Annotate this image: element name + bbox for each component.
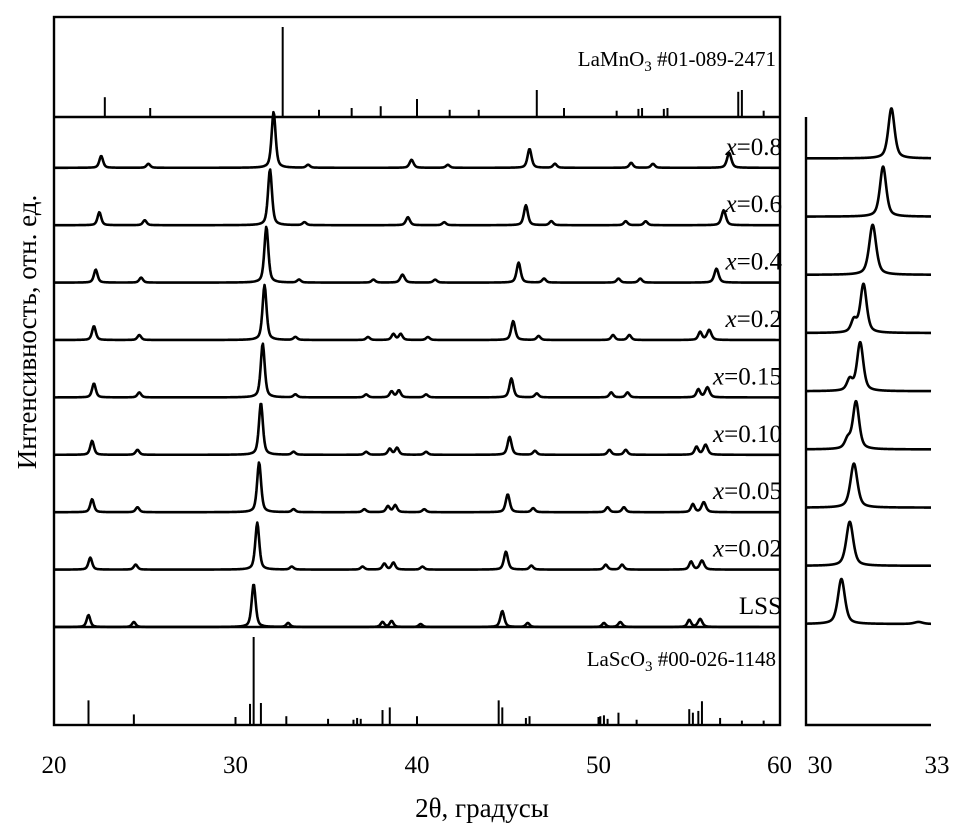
top-reference-label-subscript: 3 (644, 59, 652, 75)
series-label: LSS (739, 593, 782, 620)
x-ticks-inset: 30 33 (808, 752, 950, 779)
series-label-value: =0.8 (737, 134, 782, 161)
pattern-x=0.8 (53, 110, 781, 170)
diffraction-patterns-main (53, 110, 781, 629)
inset-x-tick-label: 30 (808, 752, 833, 779)
series-label: x=0.8 (725, 134, 782, 161)
x-tick-label: 20 (42, 752, 67, 779)
pattern-x=0.15 (53, 342, 781, 399)
series-label-value: =0.02 (724, 536, 782, 563)
series-label: x=0.2 (725, 306, 782, 333)
series-label: x=0.05 (712, 478, 782, 505)
inset-pattern-x=0.8 (804, 107, 933, 160)
inset-panel-frame (804, 117, 931, 727)
series-label-value: =0.15 (724, 363, 782, 390)
x-tick-label: 30 (223, 752, 248, 779)
y-axis-title: Интенсивность, отн. ед. (12, 195, 42, 470)
series-label-var: x (712, 421, 724, 448)
pattern-x=0.4 (53, 225, 781, 284)
inset-pattern-x=0.05 (804, 462, 933, 509)
series-label-var: x (725, 306, 737, 333)
top-reference-label: LaMnO3 #01-089-2471 (578, 47, 776, 75)
series-label-value: =0.2 (737, 306, 782, 333)
top-reference-label-card: #01-089-2471 (652, 47, 776, 71)
series-label-value: =0.10 (724, 421, 782, 448)
top-reference-label-formula: LaMnO (578, 47, 645, 71)
series-label-value: =0.05 (724, 478, 782, 505)
x-tick-label: 50 (586, 752, 611, 779)
inset-pattern-x=0.4 (804, 223, 933, 276)
x-tick-label: 40 (405, 752, 430, 779)
series-label: x=0.15 (712, 363, 782, 390)
x-tick-label: 60 (767, 752, 792, 779)
inset-x-tick-label: 33 (925, 752, 950, 779)
series-label: x=0.02 (712, 536, 782, 563)
main-panel-frame (52, 15, 782, 727)
series-label-value: LSS (739, 593, 782, 620)
inset-pattern-x=0.2 (804, 282, 933, 335)
series-label: x=0.10 (712, 421, 782, 448)
lasco3-reference-sticks (87, 637, 765, 725)
lamno3-reference-sticks (103, 27, 765, 117)
pattern-x=0.2 (53, 283, 781, 342)
pattern-x=0.02 (53, 521, 781, 571)
inset-pattern-x=0.6 (804, 165, 933, 218)
bottom-reference-label: LaScO3 #00-026-1148 (587, 647, 776, 675)
inset-pattern-LSS (804, 577, 933, 626)
pattern-x=0.10 (53, 402, 781, 457)
series-label: x=0.4 (725, 249, 783, 276)
series-label-var: x (725, 249, 737, 276)
inset-pattern-x=0.02 (804, 520, 933, 568)
series-label-var: x (712, 363, 724, 390)
series-label-var: x (725, 191, 737, 218)
diffraction-patterns-inset (804, 107, 933, 626)
inset-pattern-x=0.10 (804, 399, 933, 451)
bottom-reference-label-subscript: 3 (645, 659, 653, 675)
pattern-LSS (53, 583, 781, 629)
bottom-reference-label-formula: LaScO (587, 647, 645, 671)
bottom-reference-label-card: #00-026-1148 (653, 647, 776, 671)
series-label-var: x (712, 536, 724, 563)
x-ticks-main: 20 30 40 50 60 (42, 717, 792, 779)
pattern-x=0.6 (53, 168, 781, 227)
series-labels: LSSx=0.02x=0.05x=0.10x=0.15x=0.2x=0.4x=0… (712, 134, 782, 620)
series-label-var: x (712, 478, 724, 505)
series-label-var: x (725, 134, 737, 161)
pattern-x=0.05 (53, 461, 781, 514)
series-label: x=0.6 (725, 191, 782, 218)
series-label-value: =0.4 (737, 249, 783, 276)
series-label-value: =0.6 (737, 191, 782, 218)
x-axis-title: 2θ, градусы (415, 793, 549, 823)
inset-pattern-x=0.15 (804, 340, 933, 393)
